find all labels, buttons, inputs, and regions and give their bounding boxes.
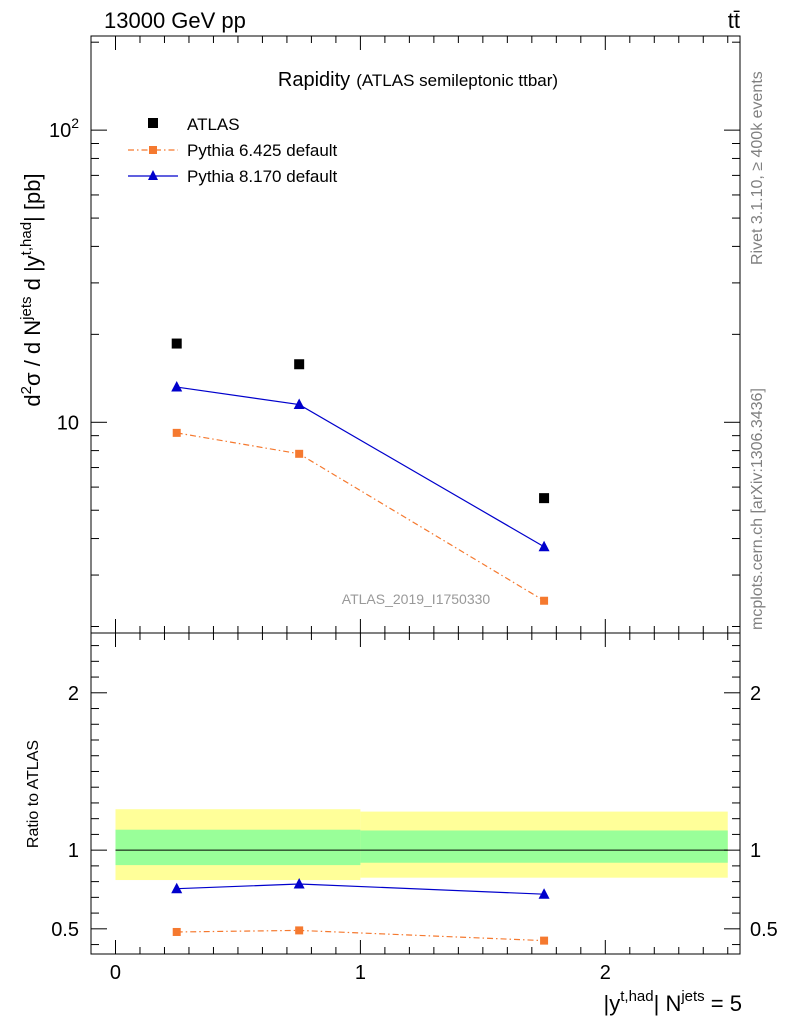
- x-tick-label-0: 0: [110, 962, 121, 984]
- ratio-y-tick-label-right-0.5: 0.5: [750, 919, 778, 941]
- ratio-band-1-bin-1: [360, 830, 728, 863]
- ratio-pythia-6-425-default-point-1: [295, 926, 304, 935]
- rivet-version-label: Rivet 3.1.10, ≥ 400k events: [749, 71, 766, 265]
- ratio-y-tick-label-right-1: 1: [750, 840, 761, 862]
- legend-label-pythia6: Pythia 6.425 default: [187, 141, 338, 160]
- main-pythia-6-425-default-line: [176, 432, 545, 602]
- main-y-tick-labels: 10 102: [49, 115, 79, 434]
- ratio-y-tick-labels-left: 0.5 1 2: [51, 683, 79, 941]
- main-y-tick-label-10: 10: [57, 412, 79, 434]
- legend-marker-atlas: [148, 118, 158, 128]
- main-panel: 10 102 d2σ / d Njets d |yt,had| [pb] Rap…: [18, 35, 741, 634]
- ratio-series: [171, 877, 550, 945]
- chart-title: Rapidity (ATLAS semileptonic ttbar): [278, 69, 558, 91]
- legend-marker-pythia6: [149, 146, 157, 154]
- ratio-y-tick-label-0.5: 0.5: [51, 919, 79, 941]
- x-tick-label-2: 2: [600, 962, 611, 984]
- main-pythia-8-170-default-line: [176, 386, 545, 548]
- process-label: tt̄: [728, 8, 740, 33]
- main-atlas-point-1: [294, 359, 305, 370]
- ratio-panel-frame: [90, 632, 741, 955]
- main-atlas-point-2: [539, 493, 550, 504]
- ratio-panel: 0.5 1 2 0.5 1 2 0 1 2 Ratio to ATLAS |yt…: [25, 632, 778, 1016]
- legend: ATLAS Pythia 6.425 default Pythia 8.170 …: [128, 115, 338, 186]
- legend-label-atlas: ATLAS: [187, 115, 240, 134]
- ratio-pythia-6-425-default-point-2: [540, 936, 549, 945]
- legend-label-pythia8: Pythia 8.170 default: [187, 167, 338, 186]
- ratio-y-tick-label-2: 2: [68, 683, 79, 705]
- main-pythia-8-170-default-point-1: [293, 398, 305, 410]
- ratio-y-tick-label-right-2: 2: [750, 683, 761, 705]
- ratio-pythia-6-425-default-line: [176, 929, 545, 942]
- collision-label: 13000 GeV pp: [104, 8, 246, 33]
- ratio-band-1-bin-0: [115, 829, 361, 866]
- main-pythia-6-425-default-point-1: [295, 449, 304, 458]
- ratio-pythia-8-170-default-point-1: [293, 877, 305, 889]
- main-pythia-6-425-default-point-0: [172, 428, 181, 437]
- main-y-ticks: [91, 36, 740, 633]
- legend-marker-pythia8: [148, 170, 158, 180]
- ratio-pythia-6-425-default-point-0: [172, 927, 181, 936]
- main-atlas-point-0: [171, 338, 182, 349]
- main-y-tick-label-100: 102: [49, 115, 79, 142]
- ratio-pythia-8-170-default-line: [176, 883, 545, 895]
- main-pythia-6-425-default-point-2: [540, 596, 549, 605]
- ratio-x-tick-labels: 0 1 2: [110, 962, 611, 984]
- x-axis-label: |yt,had| Njets = 5: [604, 988, 742, 1016]
- main-pythia-8-170-default-point-2: [538, 540, 550, 552]
- ratio-y-tick-label-1: 1: [68, 840, 79, 862]
- ratio-ticks: [91, 633, 740, 954]
- main-y-axis-label: d2σ / d Njets d |yt,had| [pb]: [18, 173, 45, 406]
- x-tick-label-1: 1: [355, 962, 366, 984]
- main-series: [171, 338, 550, 605]
- mcplots-label: mcplots.cern.ch [arXiv:1306.3436]: [749, 388, 766, 630]
- ratio-pythia-8-170-default-point-0: [171, 882, 183, 894]
- main-pythia-8-170-default-point-0: [171, 381, 183, 392]
- ratio-bands: [115, 809, 728, 881]
- ratio-pythia-8-170-default-point-2: [538, 888, 550, 899]
- ratio-y-tick-labels-right: 0.5 1 2: [750, 683, 778, 941]
- analysis-watermark: ATLAS_2019_I1750330: [342, 591, 491, 607]
- ratio-y-axis-label: Ratio to ATLAS: [25, 740, 42, 848]
